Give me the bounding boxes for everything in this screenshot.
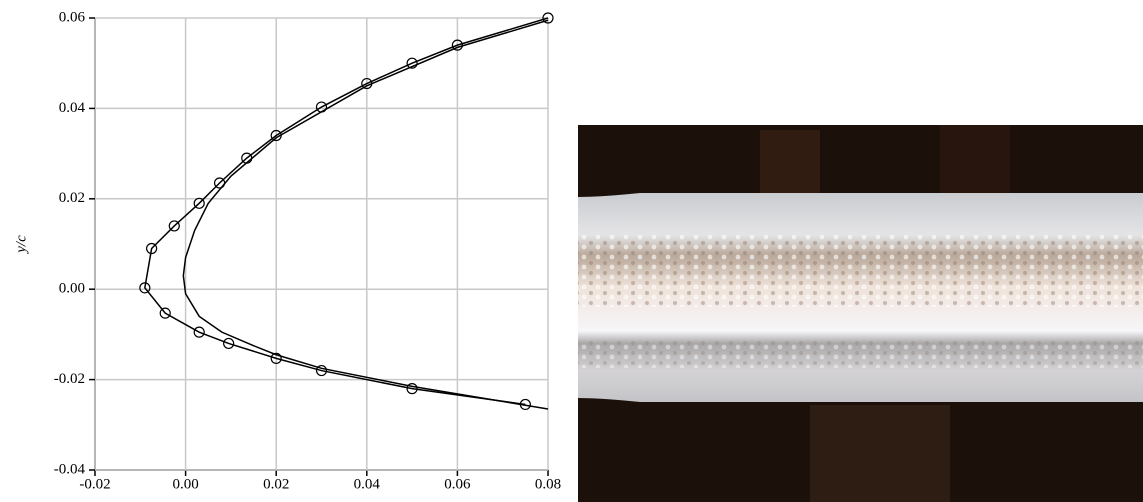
x-tick-label: 0.02: [263, 476, 289, 492]
x-tick-label: 0.08: [535, 476, 561, 492]
x-tick-label: 0.04: [354, 476, 381, 492]
y-tick-label: -0.02: [54, 371, 85, 387]
x-tick-label: -0.02: [79, 476, 110, 492]
photo: [578, 125, 1143, 502]
y-axis-label: y/c: [13, 235, 29, 255]
y-tick-label: -0.04: [54, 461, 86, 477]
y-tick-label: 0.00: [59, 281, 85, 297]
figure: y/c -0.020.000.020.040.060.08-0.04-0.020…: [0, 0, 1143, 502]
x-tick-label: 0.00: [172, 476, 198, 492]
y-tick-label: 0.06: [59, 9, 86, 25]
y-tick-label: 0.04: [59, 100, 86, 116]
y-tick-label: 0.02: [59, 190, 85, 206]
x-tick-label: 0.06: [444, 476, 471, 492]
curve: [145, 18, 548, 404]
